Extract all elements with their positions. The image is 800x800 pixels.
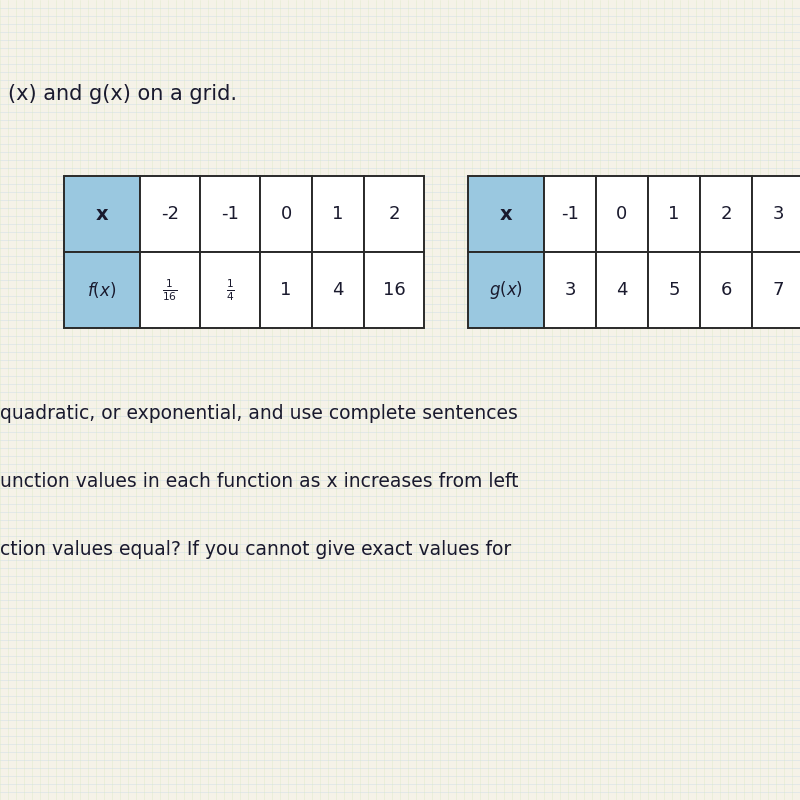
Bar — [468, 176, 544, 252]
Bar — [64, 252, 140, 328]
Text: ction values equal? If you cannot give exact values for: ction values equal? If you cannot give e… — [0, 540, 511, 559]
Text: unction values in each function as x increases from left: unction values in each function as x inc… — [0, 472, 518, 491]
Text: -2: -2 — [161, 205, 179, 223]
Bar — [468, 252, 544, 328]
Text: 2: 2 — [388, 205, 400, 223]
Text: -1: -1 — [561, 205, 579, 223]
Bar — [700, 252, 752, 328]
Bar — [260, 252, 312, 328]
Text: 0: 0 — [616, 205, 628, 223]
Text: 3: 3 — [564, 281, 576, 299]
Bar — [200, 252, 260, 328]
Text: $g(x)$: $g(x)$ — [489, 279, 523, 301]
Bar — [752, 176, 800, 252]
Bar — [596, 252, 648, 328]
Text: $\mathbf{x}$: $\mathbf{x}$ — [499, 205, 513, 223]
Text: $\mathbf{x}$: $\mathbf{x}$ — [95, 205, 109, 223]
Text: 1: 1 — [668, 205, 680, 223]
Bar — [364, 252, 424, 328]
Text: (x) and g(x) on a grid.: (x) and g(x) on a grid. — [8, 84, 237, 104]
Bar — [200, 176, 260, 252]
Bar — [260, 176, 312, 252]
Text: 6: 6 — [720, 281, 732, 299]
Bar — [596, 176, 648, 252]
Bar — [312, 176, 364, 252]
Bar — [140, 252, 200, 328]
Text: 0: 0 — [280, 205, 292, 223]
Bar — [648, 176, 700, 252]
Text: 1: 1 — [280, 281, 292, 299]
Text: 5: 5 — [668, 281, 680, 299]
Text: 3: 3 — [772, 205, 784, 223]
Bar — [648, 252, 700, 328]
Text: 2: 2 — [720, 205, 732, 223]
Text: quadratic, or exponential, and use complete sentences: quadratic, or exponential, and use compl… — [0, 404, 518, 423]
Text: 7: 7 — [772, 281, 784, 299]
Text: 1: 1 — [332, 205, 344, 223]
Text: 4: 4 — [332, 281, 344, 299]
Text: $\frac{1}{4}$: $\frac{1}{4}$ — [226, 278, 234, 302]
Bar — [752, 252, 800, 328]
Text: 4: 4 — [616, 281, 628, 299]
Bar — [544, 252, 596, 328]
Text: $f(x)$: $f(x)$ — [87, 280, 117, 300]
Bar — [700, 176, 752, 252]
Text: 16: 16 — [382, 281, 406, 299]
Bar — [140, 176, 200, 252]
Text: -1: -1 — [221, 205, 239, 223]
Bar — [364, 176, 424, 252]
Bar — [64, 176, 140, 252]
Bar — [312, 252, 364, 328]
Bar — [544, 176, 596, 252]
Text: $\frac{1}{16}$: $\frac{1}{16}$ — [162, 278, 178, 302]
